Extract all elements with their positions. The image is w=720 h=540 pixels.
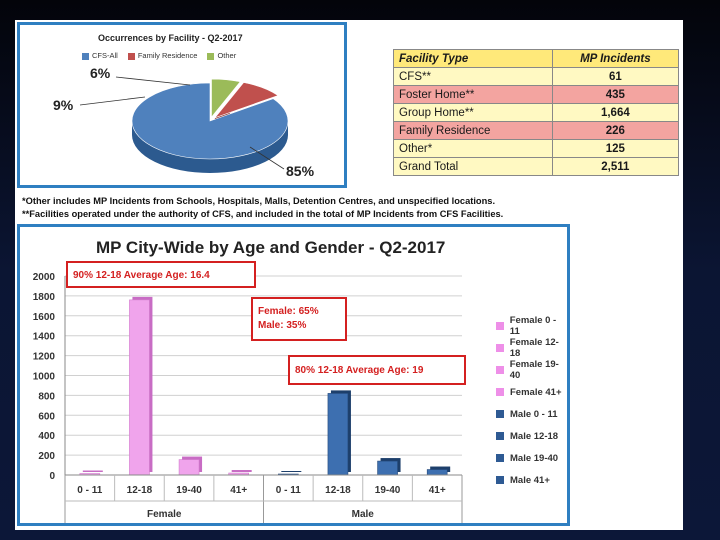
pie-legend-item: CFS-All [82,51,118,60]
facility-table: Facility Type MP Incidents CFS** 61 Fost… [393,49,680,176]
bar-chart-svg: 0 200 400 600 800 1000 1200 1400 1600 1800 2000 0 -… [33,272,463,523]
y-tick-label: 400 [38,431,55,442]
table-cell: 125 [551,139,680,158]
y-tick-label: 1600 [33,312,56,323]
table-cell: 435 [551,85,680,104]
pie-slice-family [213,82,279,119]
pie-label-cfs: 85% [286,163,315,179]
bar-male [377,460,398,476]
y-tick-label: 200 [38,451,55,462]
y-tick-label: 600 [38,411,55,422]
bar-chart-title: MP City-Wide by Age and Gender - Q2-2017 [96,238,446,257]
bar-legend: Female 0 - 11 Female 12-18 Female 19-40 … [496,315,567,491]
x-tick-label: 19-40 [176,485,202,496]
table-cell: 1,664 [551,103,680,122]
footnote-other: *Other includes MP Incidents from School… [22,196,496,206]
bar-side [82,470,103,472]
pie-leader-line [115,76,191,86]
pie-slice-other [211,78,241,118]
pie-slice-side-cfs [132,121,288,173]
table-cell: 61 [551,67,680,86]
table-header-incidents: MP Incidents [551,49,680,68]
annotation-gender-split: Female: 65% Male: 35% [251,297,347,341]
bar-legend-item: Male 41+ [496,469,567,491]
x-tick-label: 0 - 11 [276,485,301,496]
table-header-facility: Facility Type [393,49,553,68]
pie-chart-svg [79,76,289,173]
pie-chart-panel: Occurrences by Facility - Q2-2017 CFS-Al… [17,22,347,188]
bar-chart-panel: 0 200 400 600 800 1000 1200 1400 1600 1800 2000 0 -… [17,224,570,526]
table-row: Other* 125 [393,139,680,158]
pie-leader-line [79,96,146,106]
bar-male [327,393,349,476]
bar-legend-item: Male 0 - 11 [496,403,567,425]
table-cell: Other* [393,139,553,158]
bar-legend-item: Male 19-40 [496,447,567,469]
x-tick-label: 12-18 [127,485,153,496]
y-tick-label: 1800 [33,292,56,303]
table-header-row: Facility Type MP Incidents [393,49,680,68]
y-tick-label: 0 [49,471,55,482]
bar-male [426,469,448,476]
table-row: Family Residence 226 [393,121,680,140]
pie-leader-line [249,146,285,170]
pie-legend-item: Family Residence [127,51,197,60]
table-row: Foster Home** 435 [393,85,680,104]
x-tick-label: 0 - 11 [77,485,102,496]
table-row: CFS** 61 [393,67,680,86]
annotation-female-pct: Female: 65% [258,306,319,317]
x-tick-label: 19-40 [375,485,401,496]
bar-side [281,471,302,472]
y-tick-label: 1200 [33,352,56,363]
y-tick-label: 1000 [33,372,56,383]
table-cell: Family Residence [393,121,553,140]
table-cell: 2,511 [551,157,680,176]
annotation-male-pct: Male: 35% [258,320,307,331]
x-tick-label: 12-18 [325,485,351,496]
table-cell: 226 [551,121,680,140]
group-label-female: Female [147,509,182,520]
y-tick-label: 2000 [33,272,56,283]
x-tick-label: 41+ [230,485,247,496]
pie-chart-title: Occurrences by Facility - Q2-2017 [98,33,243,43]
y-tick-label: 1400 [33,332,56,343]
bar-legend-item: Female 12-18 [496,337,567,359]
table-row-total: Grand Total 2,511 [393,157,680,176]
footnote-cfs: **Facilities operated under the authorit… [22,209,504,219]
y-tick-label: 800 [38,391,55,402]
table-row: Group Home** 1,664 [393,103,680,122]
x-tick-label: 41+ [429,485,446,496]
bar-female [178,459,200,476]
table-cell: Foster Home** [393,85,553,104]
table-cell: Grand Total [393,157,553,176]
pie-legend-item: Other [207,51,236,60]
bar-female [129,299,150,476]
pie-label-family: 9% [53,97,74,113]
group-label-male: Male [352,509,375,520]
bar-legend-item: Male 12-18 [496,425,567,447]
annotation-male-age: 80% 12-18 Average Age: 19 [288,355,466,385]
table-cell: CFS** [393,67,553,86]
pie-slice-cfs [131,82,289,160]
annotation-female-age: 90% 12-18 Average Age: 16.4 [66,261,256,288]
pie-label-other: 6% [90,65,111,81]
bar-legend-item: Female 19-40 [496,359,567,381]
bar-legend-item: Female 0 - 11 [496,315,567,337]
pie-legend: CFS-All Family Residence Other [82,51,236,60]
bar-legend-item: Female 41+ [496,381,567,403]
table-cell: Group Home** [393,103,553,122]
bar-side [231,470,252,472]
